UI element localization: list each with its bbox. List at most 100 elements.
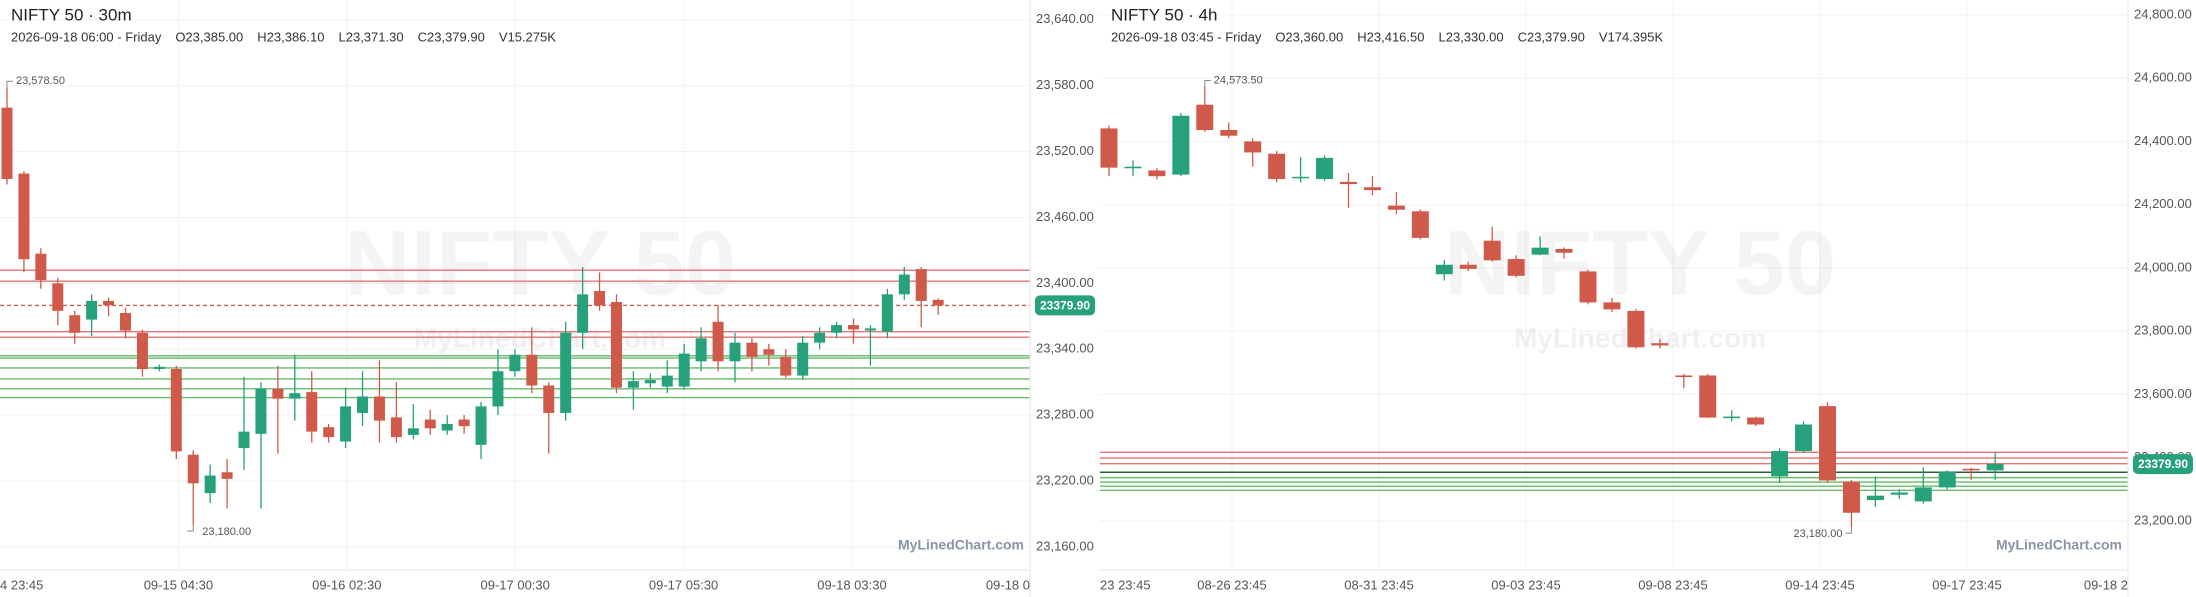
x-tick-label: 09-18 03:30 [817,577,886,592]
y-tick-label: 23,200.00 [2134,512,2192,527]
watermark-sub: MyLinedChart.com [414,322,666,353]
y-tick-label: 23,580.00 [1036,77,1094,92]
candle-body [560,332,572,413]
candle-body [1531,247,1549,255]
ohlc-info: C23,379.90 [1518,29,1585,44]
low-label: 23,180.00 [1794,528,1843,540]
candle-body [1435,264,1453,275]
candle-body [526,354,538,386]
candle-body [475,406,487,445]
candle-body [1244,141,1262,153]
y-tick-label: 23,520.00 [1036,143,1094,158]
candle-body [18,173,30,260]
ohlc-info: 2026-09-18 03:45 - Friday [1111,29,1262,44]
candle-body [881,294,893,332]
ohlc-info: H23,416.50 [1357,29,1424,44]
candle-body [1651,343,1669,346]
candle-body [1268,153,1286,180]
candle-body [1890,492,1908,495]
candle-body [153,366,165,370]
candle-body [509,354,521,372]
candle-body [1100,128,1118,168]
candle-body [69,315,81,333]
candle-body [678,353,690,387]
y-tick-label: 23,600.00 [2134,386,2192,401]
credit: MyLinedChart.com [898,537,1024,553]
ohlc-info: O23,385.00 [175,29,243,44]
candle-body [848,325,859,330]
candle-body [323,427,335,438]
y-tick-label: 24,800.00 [2134,6,2192,21]
candle-body [797,342,809,376]
y-tick-label: 24,000.00 [2134,259,2192,274]
candle-body [577,294,589,333]
x-tick-label: 09-08 23:45 [1638,577,1707,592]
candle-body [1483,240,1501,261]
candle-body [1292,176,1310,179]
candle-body [187,454,199,484]
panel: NIFTY 50 MyLinedChart.com 24,573.50 23,180.… [1100,0,2128,570]
y-tick-label: 24,200.00 [2134,196,2192,211]
ohlc-info: 2026-09-18 06:00 - Friday [11,29,162,44]
candle-body [814,332,826,343]
ohlc-info: V15.275K [499,29,556,44]
candle-body [1,107,13,180]
candle-body [831,325,843,333]
y-tick-label: 23,460.00 [1036,209,1094,224]
high-marker [1204,80,1211,87]
x-tick-label: 09-17 23:45 [1932,577,2001,592]
ohlc-info: L23,330.00 [1439,29,1504,44]
candle-body [1340,181,1357,185]
candle-body [780,356,792,376]
candle-body [357,396,369,413]
y-tick-label: 23,220.00 [1036,472,1094,487]
candle-body [543,385,555,413]
candle-body [492,371,504,407]
x-tick-label: 23 23:45 [1100,577,1151,592]
candle-body [1723,416,1741,419]
x-tick-label: 08-26 23:45 [1197,577,1266,592]
last-price-label: 23379.90 [2138,457,2188,471]
candle-body [1196,104,1214,131]
watermark: NIFTY 50 [344,212,736,314]
candle-body [1555,248,1573,253]
candle-body [441,423,453,431]
candle-body [1795,424,1813,452]
y-tick-label: 24,600.00 [2134,70,2192,85]
ohlc-info: V174.395K [1599,29,1664,44]
x-tick-label: 09-17 00:30 [480,577,549,592]
candle-body [1938,471,1956,488]
candle-body [204,475,216,494]
candle-body [1747,417,1765,425]
high-label: 23,578.50 [16,75,65,87]
x-tick-label: 09-18 0 [986,577,1030,592]
x-tick-label: 09-15 04:30 [144,577,213,592]
candle-body [103,300,115,306]
candle-body [864,328,876,331]
candle-body [661,375,673,387]
y-tick-label: 23,400.00 [1036,275,1094,290]
candle-body [594,291,606,306]
y-tick-label: 23,640.00 [1036,11,1094,26]
candle-body [1363,187,1381,191]
candle-body [746,342,758,357]
candle-body [1316,157,1334,180]
candle-body [35,253,47,281]
candle-body [340,406,352,442]
candle-body [644,380,656,384]
high-marker [6,80,13,88]
candle-body [458,419,470,427]
candle-body [238,431,250,449]
candle-body [1986,464,2004,471]
last-price-badge [1035,295,1095,316]
candle-body [1507,259,1525,276]
y-tick-label: 23,280.00 [1036,407,1094,422]
candle-body [424,419,436,429]
candle-body [407,428,419,435]
candle-body [1411,211,1429,238]
candle-body [136,332,148,370]
low-marker [187,524,194,532]
candle-body [1842,481,1860,513]
low-marker [1845,527,1852,534]
